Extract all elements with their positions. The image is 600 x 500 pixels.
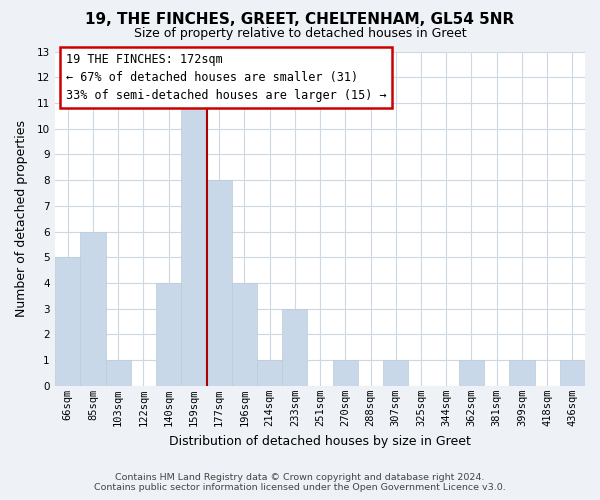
Bar	[282, 308, 307, 386]
Bar	[459, 360, 484, 386]
Bar	[106, 360, 131, 386]
Bar	[206, 180, 232, 386]
Y-axis label: Number of detached properties: Number of detached properties	[15, 120, 28, 317]
Bar	[509, 360, 535, 386]
Text: Contains HM Land Registry data © Crown copyright and database right 2024.
Contai: Contains HM Land Registry data © Crown c…	[94, 473, 506, 492]
Bar	[80, 232, 106, 386]
Bar	[232, 283, 257, 386]
Text: 19 THE FINCHES: 172sqm
← 67% of detached houses are smaller (31)
33% of semi-det: 19 THE FINCHES: 172sqm ← 67% of detached…	[66, 53, 386, 102]
Text: Size of property relative to detached houses in Greet: Size of property relative to detached ho…	[134, 28, 466, 40]
Bar	[560, 360, 585, 386]
Bar	[257, 360, 282, 386]
X-axis label: Distribution of detached houses by size in Greet: Distribution of detached houses by size …	[169, 434, 471, 448]
Bar	[55, 258, 80, 386]
Bar	[332, 360, 358, 386]
Bar	[383, 360, 409, 386]
Bar	[156, 283, 181, 386]
Text: 19, THE FINCHES, GREET, CHELTENHAM, GL54 5NR: 19, THE FINCHES, GREET, CHELTENHAM, GL54…	[85, 12, 515, 28]
Bar	[181, 103, 206, 386]
